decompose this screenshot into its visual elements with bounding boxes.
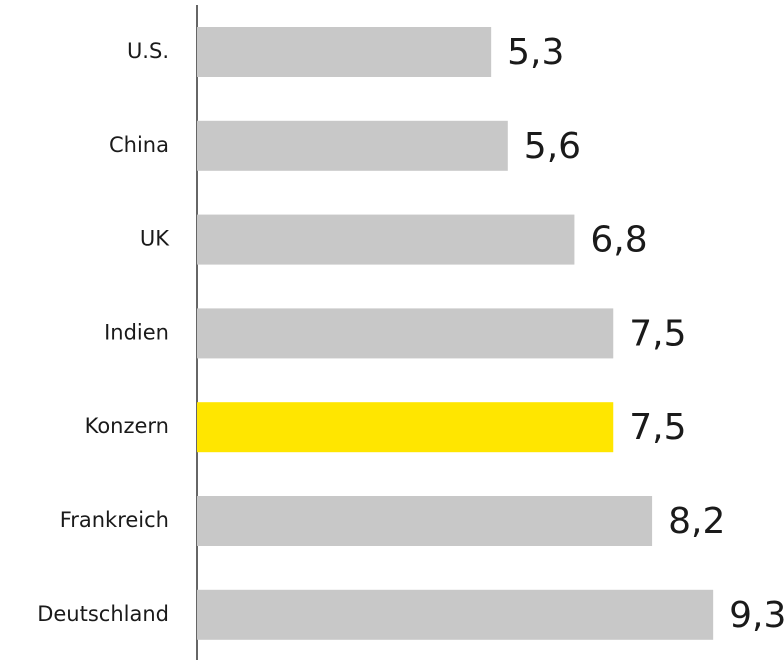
bar [197,308,614,359]
category-label: Frankreich [60,508,169,532]
bar [197,27,492,77]
category-label: U.S. [127,39,169,63]
bar [197,589,714,640]
value-label: 7,5 [629,313,686,354]
bar [197,496,653,546]
value-label: 6,8 [590,220,647,261]
category-label: Konzern [85,414,169,438]
category-label: Deutschland [37,602,169,626]
value-label: 9,3 [729,595,784,636]
bar [197,214,575,265]
value-label: 7,5 [629,407,686,448]
value-label: 8,2 [668,501,725,542]
category-label: Indien [104,320,169,344]
value-label: 5,3 [507,32,564,73]
bar [197,120,508,171]
bar [197,402,614,453]
value-label: 5,6 [524,126,581,167]
category-label: UK [140,227,170,251]
category-label: China [109,133,169,157]
